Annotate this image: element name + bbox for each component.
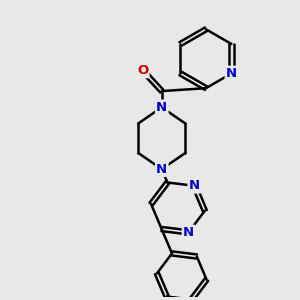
Text: N: N <box>189 179 200 192</box>
Text: N: N <box>226 67 237 80</box>
Text: N: N <box>156 101 167 114</box>
Text: O: O <box>137 64 148 77</box>
Text: N: N <box>156 163 167 176</box>
Text: N: N <box>183 226 194 239</box>
